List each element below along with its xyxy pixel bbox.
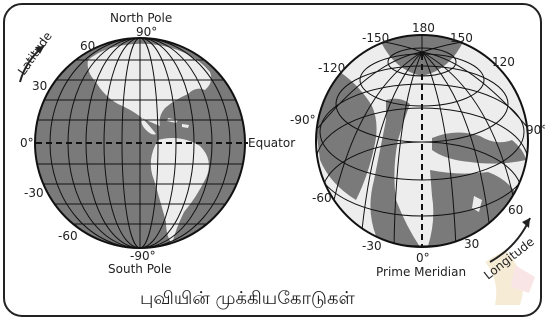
lat-label-s60: -60: [58, 229, 78, 243]
lat-label-s90: -90°: [130, 249, 156, 263]
figure-caption: புவியின் முக்கியகோடுகள்: [140, 288, 355, 309]
lon-label-e150: 150: [450, 31, 473, 45]
prime-meridian-label: Prime Meridian: [376, 265, 466, 279]
north-pole-label: North Pole: [110, 11, 172, 25]
right-globe: [315, 34, 529, 248]
lon-label-w120: -120: [318, 61, 345, 75]
latitude-label: Latitude: [15, 29, 55, 77]
lon-label-w150: -150: [362, 31, 389, 45]
lon-label-e180: 180: [412, 21, 435, 35]
lon-label-zero: 0°: [416, 251, 430, 265]
lon-label-e120: 120: [492, 55, 515, 69]
lon-label-e30: 30: [464, 237, 479, 251]
lon-label-e60: 60: [508, 203, 523, 217]
lon-label-w60: -60: [312, 191, 332, 205]
south-pole-label: South Pole: [108, 262, 172, 276]
equator-label: Equator: [248, 136, 295, 150]
lon-label-w90: -90°: [290, 113, 316, 127]
lat-label-s30: -30: [24, 186, 44, 200]
longitude-arrowhead-icon: [522, 218, 530, 228]
frame-border: [3, 3, 542, 317]
latitude-arrowhead-icon: [35, 46, 44, 54]
lon-label-w30: -30: [362, 239, 382, 253]
lat-label-n60: 60: [80, 39, 95, 53]
left-globe: [34, 37, 248, 249]
lon-label-e90: 90°: [526, 123, 545, 137]
watermark-emblem: [485, 250, 535, 305]
lat-label-n30: 30: [32, 79, 47, 93]
lat-label-zero: 0°: [20, 136, 34, 150]
lat-label-n90: 90°: [136, 25, 157, 39]
left-globe-outline: [34, 37, 246, 249]
